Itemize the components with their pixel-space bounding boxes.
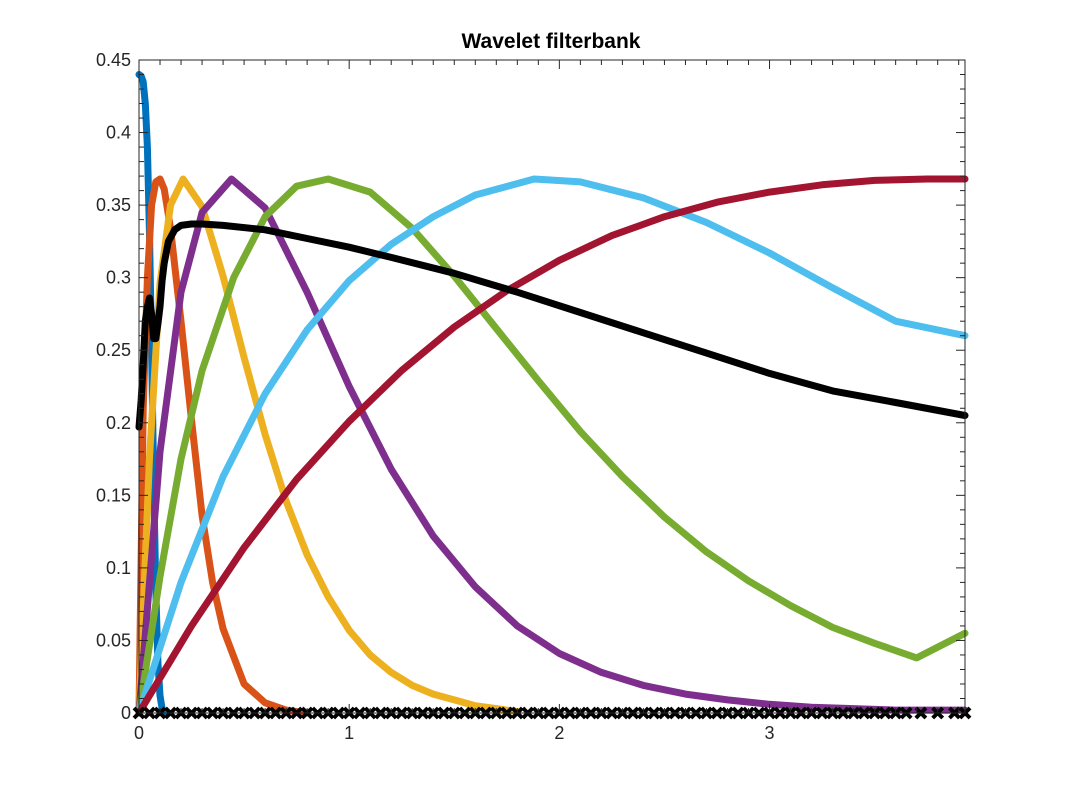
chart-title: Wavelet filterbank [462, 30, 641, 53]
x-tick-label: 1 [344, 723, 354, 743]
y-tick-label: 0.3 [106, 268, 131, 288]
x-tick-label: 3 [765, 723, 775, 743]
series-line-6 [135, 175, 969, 717]
y-tick-label: 0.4 [106, 123, 131, 143]
axes-layer: 0 1 2 3 0 0.05 0.1 0.15 0.2 0.25 0.3 0.35 0.4 0.45 [96, 50, 966, 743]
y-tick-label: 0.05 [96, 630, 131, 650]
x-tick-label: 2 [554, 723, 564, 743]
y-tick-label: 0.2 [106, 413, 131, 433]
y-tick-label: 0 [121, 703, 131, 723]
series-line-1 [135, 71, 168, 717]
x-tick-label: 0 [134, 723, 144, 743]
y-tick-label: 0.25 [96, 340, 131, 360]
y-tick-label: 0.1 [106, 558, 131, 578]
series-line-8 [135, 220, 969, 431]
series-line-7 [135, 175, 969, 717]
y-tick-label: 0.15 [96, 485, 131, 505]
series-layer [135, 71, 969, 717]
series-line-3 [135, 175, 521, 717]
series-line-5 [135, 175, 969, 717]
series-line-2 [135, 175, 311, 717]
plot-box [138, 59, 966, 714]
y-tick-label: 0.45 [96, 50, 131, 70]
y-tick-label: 0.35 [96, 195, 131, 215]
